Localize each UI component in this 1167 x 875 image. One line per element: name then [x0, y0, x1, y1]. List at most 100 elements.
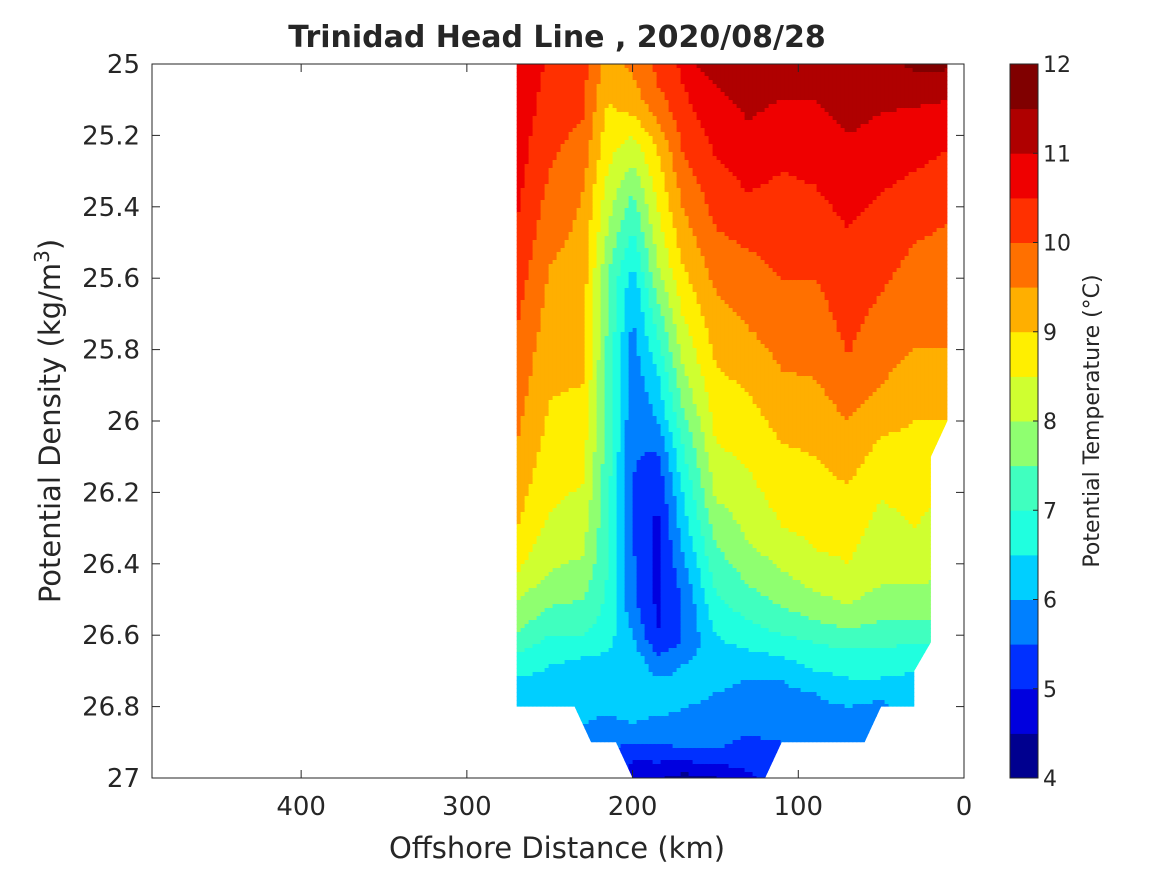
- contour-cell: [552, 704, 558, 709]
- contour-cell: [588, 388, 594, 393]
- contour-cell: [544, 668, 550, 673]
- contour-cell: [524, 304, 530, 309]
- contour-cell: [528, 348, 534, 353]
- contour-cell: [548, 268, 554, 273]
- contour-cell: [584, 96, 590, 101]
- contour-cell: [580, 136, 586, 141]
- contour-cell: [572, 648, 578, 653]
- contour-cell: [616, 256, 622, 261]
- contour-cell: [552, 404, 558, 409]
- contour-cell: [524, 268, 530, 273]
- contour-cell: [540, 268, 546, 273]
- contour-cell: [592, 132, 598, 137]
- contour-cell: [616, 480, 622, 485]
- contour-cell: [532, 240, 538, 245]
- contour-cell: [540, 192, 546, 197]
- contour-cell: [568, 640, 574, 645]
- contour-cell: [532, 492, 538, 497]
- contour-cell: [576, 172, 582, 177]
- contour-cell: [568, 464, 574, 469]
- contour-cell: [544, 148, 550, 153]
- contour-cell: [532, 352, 538, 357]
- contour-cell: [532, 104, 538, 109]
- contour-cell: [532, 516, 538, 521]
- contour-cell: [584, 380, 590, 385]
- contour-cell: [604, 248, 610, 253]
- contour-cell: [600, 220, 606, 225]
- contour-cell: [584, 112, 590, 117]
- contour-cell: [532, 164, 538, 169]
- contour-cell: [564, 476, 570, 481]
- contour-cell: [544, 396, 550, 401]
- contour-cell: [588, 720, 594, 725]
- contour-cell: [624, 536, 630, 541]
- contour-cell: [588, 344, 594, 349]
- contour-cell: [616, 684, 622, 689]
- contour-cell: [600, 540, 606, 545]
- contour-cell: [600, 708, 606, 713]
- contour-cell: [624, 300, 630, 305]
- contour-cell: [544, 152, 550, 157]
- contour-cell: [608, 728, 614, 733]
- contour-cell: [572, 440, 578, 445]
- contour-cell: [564, 400, 570, 405]
- contour-cell: [528, 316, 534, 321]
- contour-cell: [584, 676, 590, 681]
- contour-cell: [552, 468, 558, 473]
- contour-cell: [564, 428, 570, 433]
- contour-cell: [536, 112, 542, 117]
- contour-cell: [536, 528, 542, 533]
- contour-cell: [544, 320, 550, 325]
- contour-cell: [584, 580, 590, 585]
- contour-cell: [528, 504, 534, 509]
- contour-cell: [560, 72, 566, 77]
- contour-cell: [572, 420, 578, 425]
- contour-cell: [584, 636, 590, 641]
- contour-cell: [556, 336, 562, 341]
- contour-cell: [580, 684, 586, 689]
- contour-cell: [604, 356, 610, 361]
- contour-cell: [580, 488, 586, 493]
- contour-cell: [592, 212, 598, 217]
- contour-cell: [612, 276, 618, 281]
- contour-cell: [580, 668, 586, 673]
- contour-cell: [580, 348, 586, 353]
- contour-cell: [524, 580, 530, 585]
- contour-cell: [616, 208, 622, 213]
- contour-cell: [536, 316, 542, 321]
- contour-cell: [560, 340, 566, 345]
- contour-cell: [552, 392, 558, 397]
- contour-cell: [576, 468, 582, 473]
- contour-cell: [596, 636, 602, 641]
- contour-cell: [524, 336, 530, 341]
- contour-cell: [552, 476, 558, 481]
- contour-cell: [544, 608, 550, 613]
- contour-cell: [584, 284, 590, 289]
- contour-cell: [584, 724, 590, 729]
- contour-cell: [596, 268, 602, 273]
- contour-cell: [532, 392, 538, 397]
- contour-cell: [608, 216, 614, 221]
- contour-cell: [568, 352, 574, 357]
- contour-cell: [572, 208, 578, 213]
- contour-cell: [524, 252, 530, 257]
- contour-cell: [568, 552, 574, 557]
- contour-cell: [560, 536, 566, 541]
- contour-cell: [608, 432, 614, 437]
- contour-cell: [580, 164, 586, 169]
- contour-cell: [552, 448, 558, 453]
- contour-cell: [572, 680, 578, 685]
- contour-cell: [580, 432, 586, 437]
- contour-cell: [596, 380, 602, 385]
- contour-cell: [536, 180, 542, 185]
- contour-cell: [520, 212, 526, 217]
- contour-cell: [584, 516, 590, 521]
- contour-cell: [556, 364, 562, 369]
- contour-cell: [556, 704, 562, 709]
- contour-cell: [576, 424, 582, 429]
- contour-cell: [624, 144, 630, 149]
- contour-cell: [536, 588, 542, 593]
- contour-cell: [612, 244, 618, 249]
- contour-cell: [532, 512, 538, 517]
- contour-cell: [532, 272, 538, 277]
